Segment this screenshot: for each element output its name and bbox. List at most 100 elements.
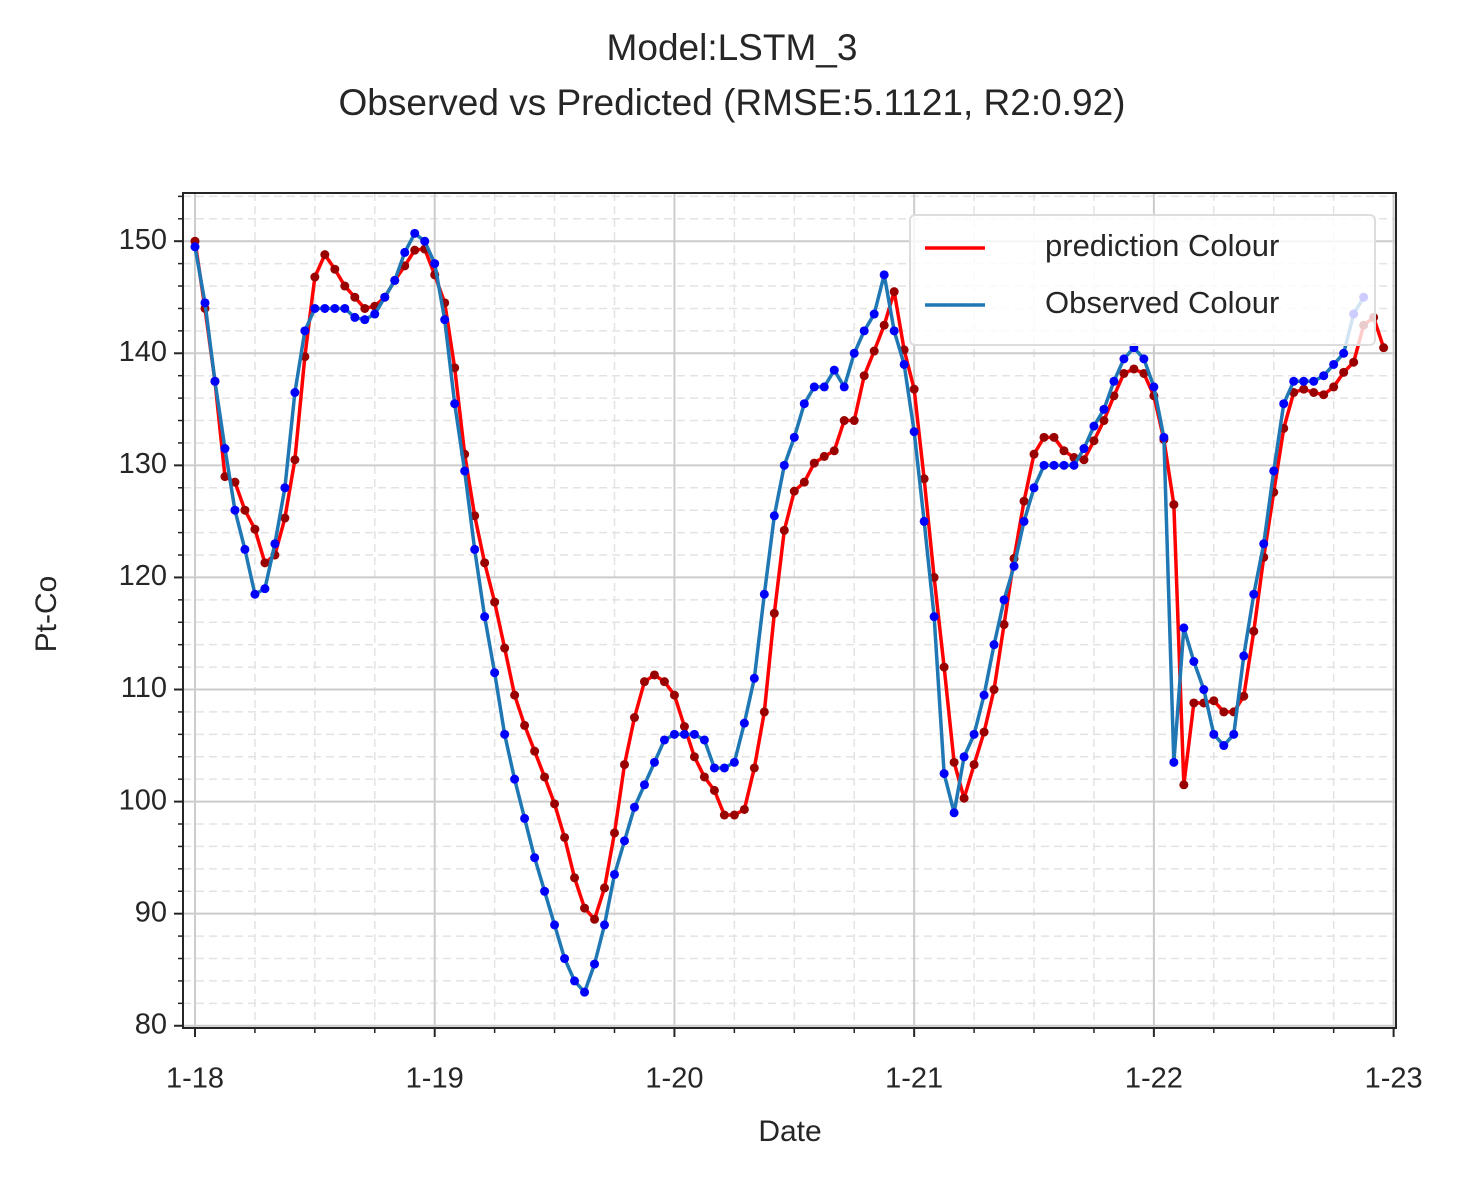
data-point	[1199, 685, 1209, 695]
data-point	[250, 524, 260, 534]
data-point	[1039, 432, 1049, 442]
data-point	[480, 612, 490, 622]
data-point	[749, 763, 759, 773]
data-point	[679, 722, 689, 732]
data-point	[899, 359, 909, 369]
data-point	[809, 382, 819, 392]
data-point	[580, 903, 590, 913]
data-point	[540, 772, 550, 782]
data-point	[1279, 399, 1289, 409]
data-point	[320, 250, 330, 260]
data-point	[600, 920, 610, 930]
data-point	[789, 432, 799, 442]
data-point	[619, 836, 629, 846]
data-point	[859, 371, 869, 381]
data-point	[669, 690, 679, 700]
data-point	[490, 597, 500, 607]
data-point	[729, 757, 739, 767]
data-point	[1329, 359, 1339, 369]
data-point	[190, 242, 200, 252]
data-point	[689, 729, 699, 739]
data-point	[260, 558, 270, 568]
data-point	[769, 511, 779, 521]
y-tick-label: 100	[119, 784, 167, 816]
data-point	[1049, 460, 1059, 470]
data-point	[889, 287, 899, 297]
data-point	[1259, 539, 1269, 549]
data-point	[500, 729, 510, 739]
data-point	[779, 525, 789, 535]
data-point	[1219, 707, 1229, 717]
legend: prediction Colour Observed Colour	[909, 214, 1376, 346]
data-point	[1059, 446, 1069, 456]
legend-box	[909, 214, 1376, 346]
y-axis-label: Pt-Co	[30, 576, 63, 653]
data-point	[350, 312, 360, 322]
data-point	[600, 883, 610, 893]
data-point	[1239, 651, 1249, 661]
data-point	[590, 914, 600, 924]
data-point	[1169, 757, 1179, 767]
data-point	[230, 477, 240, 487]
data-point	[1269, 466, 1279, 476]
y-tick-label: 150	[119, 224, 167, 256]
chart-title: Model:LSTM_3	[607, 27, 858, 68]
data-point	[1039, 460, 1049, 470]
data-point	[520, 813, 530, 823]
data-point	[819, 382, 829, 392]
data-point	[310, 303, 320, 313]
data-point	[639, 677, 649, 687]
data-point	[719, 763, 729, 773]
data-point	[709, 785, 719, 795]
data-point	[1249, 626, 1259, 636]
data-point	[1139, 354, 1149, 364]
data-point	[699, 735, 709, 745]
data-point	[1089, 421, 1099, 431]
data-point	[1299, 376, 1309, 386]
data-point	[639, 780, 649, 790]
data-point	[999, 595, 1009, 605]
data-point	[1019, 516, 1029, 526]
data-point	[949, 808, 959, 818]
data-point	[200, 298, 210, 308]
data-point	[290, 455, 300, 465]
data-point	[1109, 376, 1119, 386]
data-point	[1029, 483, 1039, 493]
data-point	[1209, 729, 1219, 739]
data-point	[779, 460, 789, 470]
data-point	[330, 264, 340, 274]
x-tick-label: 1-20	[645, 1063, 703, 1095]
data-point	[570, 976, 580, 986]
data-point	[300, 326, 310, 336]
data-point	[380, 292, 390, 302]
data-point	[400, 247, 410, 257]
data-point	[610, 828, 620, 838]
y-tick-label: 140	[119, 336, 167, 368]
data-point	[570, 873, 580, 883]
x-tick-label: 1-19	[406, 1063, 464, 1095]
data-point	[1239, 691, 1249, 701]
legend-label: prediction Colour	[1045, 228, 1279, 263]
series	[190, 228, 1369, 997]
data-point	[889, 326, 899, 336]
data-point	[1149, 382, 1159, 392]
data-point	[1189, 656, 1199, 666]
data-point	[360, 315, 370, 325]
data-point	[1339, 348, 1349, 358]
data-point	[230, 505, 240, 515]
data-point	[629, 802, 639, 812]
data-point	[849, 416, 859, 426]
data-point	[719, 810, 729, 820]
data-point	[550, 920, 560, 930]
data-point	[510, 690, 520, 700]
data-point	[370, 309, 380, 319]
data-point	[919, 474, 929, 484]
data-point	[949, 757, 959, 767]
data-point	[969, 729, 979, 739]
data-point	[1299, 384, 1309, 394]
data-point	[799, 477, 809, 487]
data-point	[989, 640, 999, 650]
y-tick-label: 120	[119, 560, 167, 592]
data-point	[530, 746, 540, 756]
